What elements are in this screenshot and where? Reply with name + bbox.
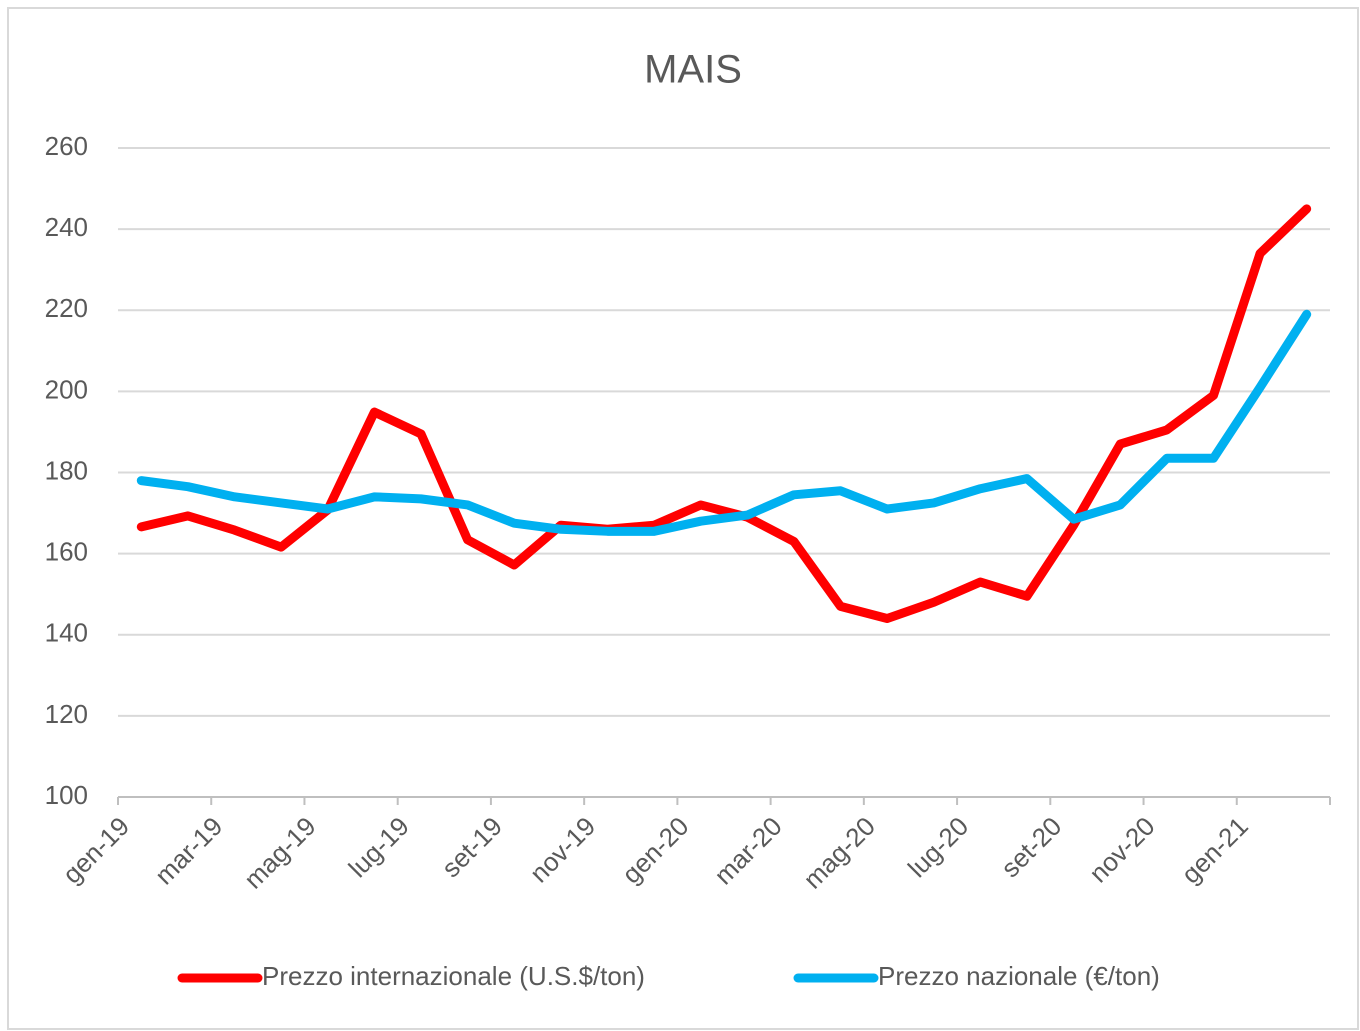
series-line — [136, 204, 1312, 624]
y-tick-label: 140 — [45, 618, 88, 648]
y-tick-label: 180 — [45, 455, 88, 485]
y-tick-label: 220 — [45, 293, 88, 323]
chart-border — [7, 7, 1359, 1030]
y-tick-label: 240 — [45, 212, 88, 242]
y-tick-label: 120 — [45, 699, 88, 729]
legend-label: Prezzo internazionale (U.S.$/ton) — [262, 961, 645, 991]
legend-label: Prezzo nazionale (€/ton) — [878, 961, 1160, 991]
chart-title: MAIS — [644, 48, 742, 92]
y-tick-label: 260 — [45, 131, 88, 161]
y-tick-label: 200 — [45, 374, 88, 404]
y-tick-label: 100 — [45, 780, 88, 810]
y-tick-label: 160 — [45, 537, 88, 567]
series-line — [136, 309, 1312, 536]
